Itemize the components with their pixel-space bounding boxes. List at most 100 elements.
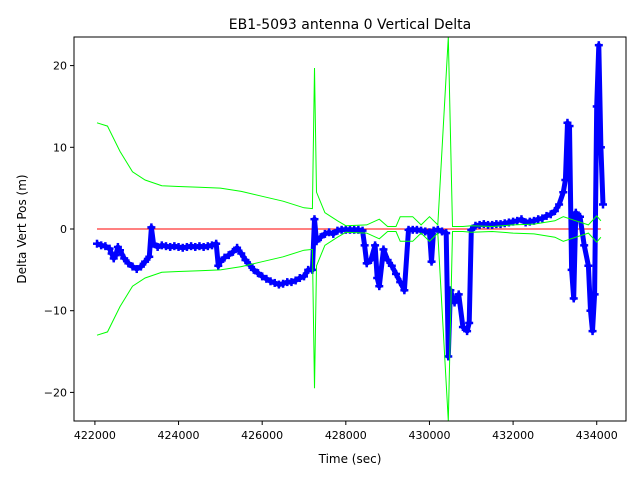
delta-point	[360, 241, 369, 250]
delta-point	[392, 269, 400, 278]
delta-point	[153, 242, 162, 251]
delta-point	[586, 306, 595, 315]
delta-point	[116, 246, 124, 255]
delta-point	[590, 290, 599, 299]
x-tick-label: 426000	[241, 429, 283, 442]
delta-point	[214, 261, 223, 270]
delta-point	[241, 256, 250, 265]
delta-point	[93, 239, 101, 248]
delta-point	[450, 298, 459, 307]
delta-point	[120, 254, 129, 263]
delta-point	[379, 245, 388, 254]
delta-point	[371, 241, 380, 250]
delta-point	[458, 323, 467, 332]
delta-point	[270, 278, 279, 287]
delta-point	[559, 188, 568, 197]
delta-point	[463, 327, 472, 336]
delta-point	[550, 207, 559, 216]
delta-point	[599, 200, 607, 209]
delta-point	[107, 249, 116, 258]
delta-point	[149, 239, 158, 248]
delta-point	[316, 233, 325, 242]
x-axis-label: Time (sec)	[318, 452, 382, 466]
delta-point	[538, 214, 547, 223]
y-tick-label: 10	[53, 141, 67, 154]
x-tick-label: 432000	[492, 429, 534, 442]
delta-point	[400, 286, 409, 295]
delta-point	[375, 282, 384, 291]
delta-point	[530, 216, 538, 225]
delta-point	[396, 278, 405, 287]
delta-point	[220, 253, 229, 262]
delta-point	[228, 247, 237, 256]
delta-point	[147, 223, 156, 232]
delta-point	[567, 265, 576, 274]
x-tick-label: 424000	[158, 429, 200, 442]
x-tick-label: 430000	[408, 429, 450, 442]
delta-point	[136, 262, 145, 271]
x-tick-label: 428000	[325, 429, 367, 442]
delta-point	[387, 261, 396, 270]
delta-point	[262, 274, 271, 283]
delta-point	[237, 249, 246, 258]
delta-point	[580, 241, 589, 250]
x-tick-label: 422000	[74, 429, 116, 442]
delta-point	[310, 215, 319, 224]
delta-point	[592, 102, 601, 111]
delta-point	[216, 257, 225, 266]
upper-bound-line	[96, 37, 602, 228]
delta-point	[208, 241, 216, 250]
y-tick-label: 20	[53, 60, 67, 73]
delta-point	[279, 279, 288, 288]
delta-point	[249, 265, 258, 274]
delta-point	[295, 274, 304, 283]
delta-point	[366, 256, 375, 265]
delta-point	[233, 243, 242, 252]
delta-point	[425, 228, 434, 237]
lower-bound-line	[96, 230, 602, 421]
y-tick-label: 0	[60, 223, 67, 236]
delta-point	[517, 215, 526, 224]
delta-point	[101, 242, 110, 251]
delta-point	[212, 239, 221, 248]
delta-point	[438, 227, 446, 236]
delta-point	[111, 251, 120, 260]
delta-point	[513, 216, 522, 225]
delta-point	[105, 244, 114, 253]
delta-point	[565, 122, 574, 131]
y-tick-label: −10	[44, 305, 67, 318]
delta-point	[446, 286, 455, 295]
delta-point	[454, 290, 463, 299]
delta-point	[427, 257, 436, 266]
delta-point	[329, 229, 338, 238]
series-layer	[93, 37, 607, 421]
delta-point	[569, 294, 578, 303]
delta-point	[373, 274, 382, 283]
x-tick-label: 434000	[576, 429, 618, 442]
delta-point	[325, 228, 334, 237]
delta-point	[287, 278, 296, 287]
delta-point	[576, 212, 584, 221]
delta-point	[444, 352, 453, 361]
y-axis: −20 −10 0 10 20	[44, 60, 74, 399]
delta-point	[588, 327, 597, 336]
delta-point	[383, 256, 392, 265]
delta-point	[291, 276, 300, 285]
delta-point	[254, 269, 262, 278]
delta-point	[224, 251, 233, 260]
delta-point	[465, 318, 474, 327]
delta-point	[141, 257, 150, 266]
delta-point	[124, 259, 133, 268]
delta-point	[320, 229, 329, 238]
delta-point	[555, 200, 564, 209]
delta-point	[584, 261, 593, 270]
y-axis-label: Delta Vert Pos (m)	[15, 174, 29, 283]
chart-title: EB1-5093 antenna 0 Vertical Delta	[229, 17, 471, 33]
delta-point	[594, 41, 603, 50]
delta-point	[542, 211, 551, 220]
delta-point	[571, 208, 580, 217]
delta-point	[362, 259, 371, 268]
delta-point	[546, 210, 555, 219]
